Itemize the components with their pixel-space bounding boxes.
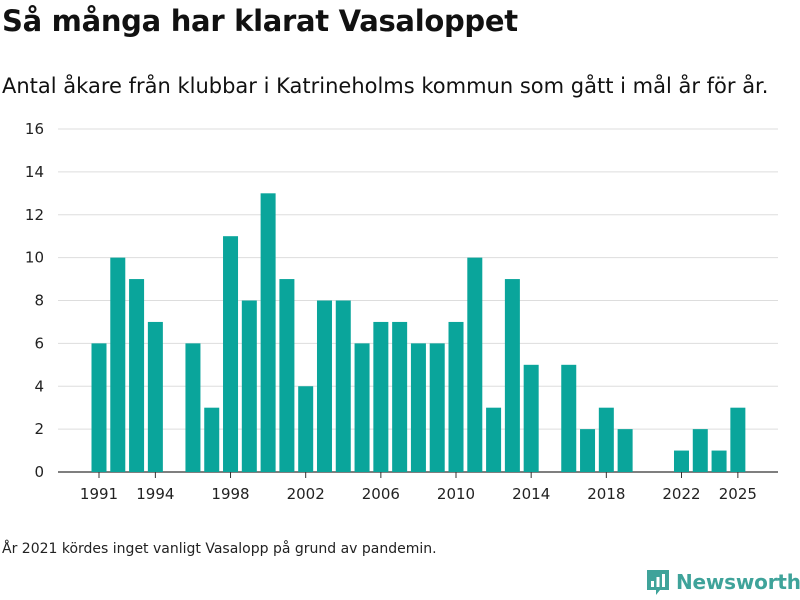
- bar-2017: [580, 429, 596, 472]
- x-tick-label: 2018: [587, 485, 625, 503]
- y-tick-label: 12: [25, 206, 44, 224]
- bar-2022: [673, 450, 689, 472]
- bar-2014: [523, 364, 539, 472]
- bar-1998: [223, 236, 239, 472]
- y-tick-label: 2: [34, 420, 44, 438]
- bar-chart: 0 2 4 6 8 10 12 14 16 1991 1994 1998 2002 2006 2010 20…: [25, 120, 778, 503]
- bar-2016: [561, 364, 577, 472]
- bar-2003: [316, 300, 332, 472]
- y-tick-label: 14: [25, 163, 44, 181]
- chart-subtitle: Antal åkare från klubbar i Katrineholms …: [2, 74, 769, 98]
- bar-2011: [467, 257, 483, 472]
- y-tick-label: 16: [25, 120, 44, 138]
- x-tick-label: 1991: [80, 485, 118, 503]
- bar-1999: [241, 300, 257, 472]
- y-tick-label: 6: [34, 334, 44, 352]
- bar-2001: [279, 279, 295, 472]
- bar-2002: [298, 386, 314, 472]
- bar-1992: [110, 257, 126, 472]
- y-tick-label: 4: [34, 377, 44, 395]
- x-tick-label: 2014: [512, 485, 550, 503]
- bar-2018: [598, 407, 614, 472]
- bar-1997: [204, 407, 220, 472]
- bar-2010: [448, 321, 464, 472]
- x-tick-label: 2002: [287, 485, 325, 503]
- bar-1991: [91, 343, 107, 472]
- y-tick-label: 0: [34, 463, 44, 481]
- y-tick-label: 10: [25, 249, 44, 267]
- brand-name: Newsworthy: [676, 570, 800, 594]
- x-tick-label: 2010: [437, 485, 475, 503]
- x-tick-label: 2025: [719, 485, 757, 503]
- bar-2024: [711, 450, 727, 472]
- bar-1993: [129, 279, 145, 472]
- brand-logo[interactable]: Newsworthy: [645, 568, 800, 596]
- bar-2013: [504, 279, 520, 472]
- bar-2004: [335, 300, 351, 472]
- bar-1996: [185, 343, 201, 472]
- bar-2012: [486, 407, 502, 472]
- bar-2023: [692, 429, 708, 472]
- x-axis-ticks: 1991 1994 1998 2002 2006 2010 2014 2018 2022 2025: [80, 472, 757, 503]
- chart-title: Så många har klarat Vasaloppet: [2, 4, 518, 38]
- bar-2008: [410, 343, 426, 472]
- bar-2009: [429, 343, 445, 472]
- footnote: År 2021 kördes inget vanligt Vasalopp på…: [2, 541, 437, 557]
- x-tick-label: 2022: [662, 485, 700, 503]
- y-axis-ticks: 0 2 4 6 8 10 12 14 16: [25, 120, 44, 481]
- x-tick-label: 1994: [136, 485, 174, 503]
- bar-2005: [354, 343, 370, 472]
- newsworthy-logo-icon: [647, 570, 669, 595]
- bar-2007: [392, 321, 408, 472]
- x-tick-label: 1998: [211, 485, 249, 503]
- bar-2019: [617, 429, 633, 472]
- bar-1994: [147, 321, 163, 472]
- y-tick-label: 8: [34, 292, 44, 310]
- bar-2000: [260, 193, 276, 472]
- bar-2006: [373, 321, 389, 472]
- x-tick-label: 2006: [362, 485, 400, 503]
- bar-2025: [730, 407, 746, 472]
- bars: [91, 193, 746, 472]
